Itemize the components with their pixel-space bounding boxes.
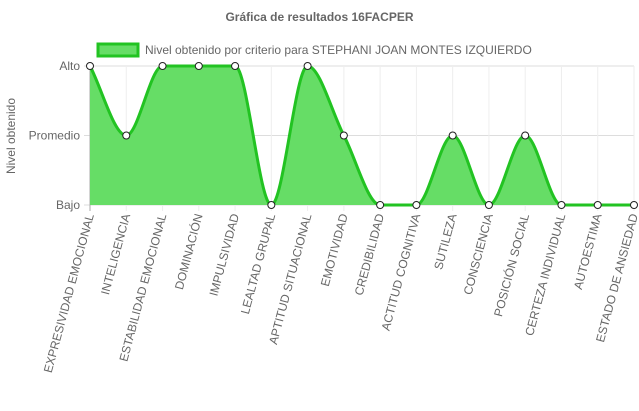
data-point[interactable] xyxy=(412,201,421,209)
data-point[interactable] xyxy=(448,131,457,140)
series-line xyxy=(88,64,634,207)
x-tick-label: INTELIGENCIA xyxy=(98,212,133,296)
x-tick-label: AUTOESTIMA xyxy=(571,212,605,291)
x-tick-label: CONSCIENCIA xyxy=(461,212,496,296)
data-point[interactable] xyxy=(267,201,276,209)
legend-label: Nivel obtenido por criterio para STEPHAN… xyxy=(145,43,532,57)
x-tick-label: EXPRESIVIDAD EMOCIONAL xyxy=(41,212,97,374)
data-points xyxy=(86,62,638,209)
y-tick-label: Bajo xyxy=(56,198,80,212)
x-tick-label: LEALTAD GRUPAL xyxy=(238,212,278,316)
y-tick-label: Alto xyxy=(59,59,80,73)
x-tick-label: ACTITUD COGNITIVA xyxy=(379,212,424,332)
data-point[interactable] xyxy=(630,201,638,209)
data-point[interactable] xyxy=(86,62,94,70)
x-tick-label: SUTILEZA xyxy=(431,212,459,271)
x-tick-label: CERTEZA INDIVIDUAL xyxy=(522,212,568,337)
x-tick-label: EMOTIVIDAD xyxy=(318,212,351,288)
data-point[interactable] xyxy=(521,131,530,140)
plot-area xyxy=(88,64,634,207)
legend-swatch xyxy=(96,42,140,58)
data-point[interactable] xyxy=(557,201,566,209)
x-tick-label: IMPULSIVIDAD xyxy=(207,212,243,298)
data-point[interactable] xyxy=(231,62,240,70)
data-point[interactable] xyxy=(593,201,602,209)
y-tick-label: Promedio xyxy=(29,129,81,143)
data-point[interactable] xyxy=(484,201,493,209)
x-tick-label: POSICIÓN SOCIAL xyxy=(490,212,532,319)
legend[interactable]: Nivel obtenido por criterio para STEPHAN… xyxy=(96,42,532,58)
x-tick-label: DOMINACIÓN xyxy=(171,212,206,291)
data-point[interactable] xyxy=(194,62,203,70)
x-tick-label: CREDIBILIDAD xyxy=(352,212,387,297)
x-axis: EXPRESIVIDAD EMOCIONAL INTELIGENCIAESTABI… xyxy=(41,212,639,375)
data-point[interactable] xyxy=(376,201,385,209)
data-point[interactable] xyxy=(339,131,348,140)
data-point[interactable] xyxy=(158,62,167,70)
data-point[interactable] xyxy=(303,62,312,70)
y-axis-title: Nivel obtenido xyxy=(4,98,18,174)
data-point[interactable] xyxy=(122,131,131,140)
series-area xyxy=(90,66,634,205)
y-axis: Bajo Promedio Alto xyxy=(29,59,81,212)
chart-title: Gráfica de resultados 16FACPER xyxy=(225,10,413,24)
